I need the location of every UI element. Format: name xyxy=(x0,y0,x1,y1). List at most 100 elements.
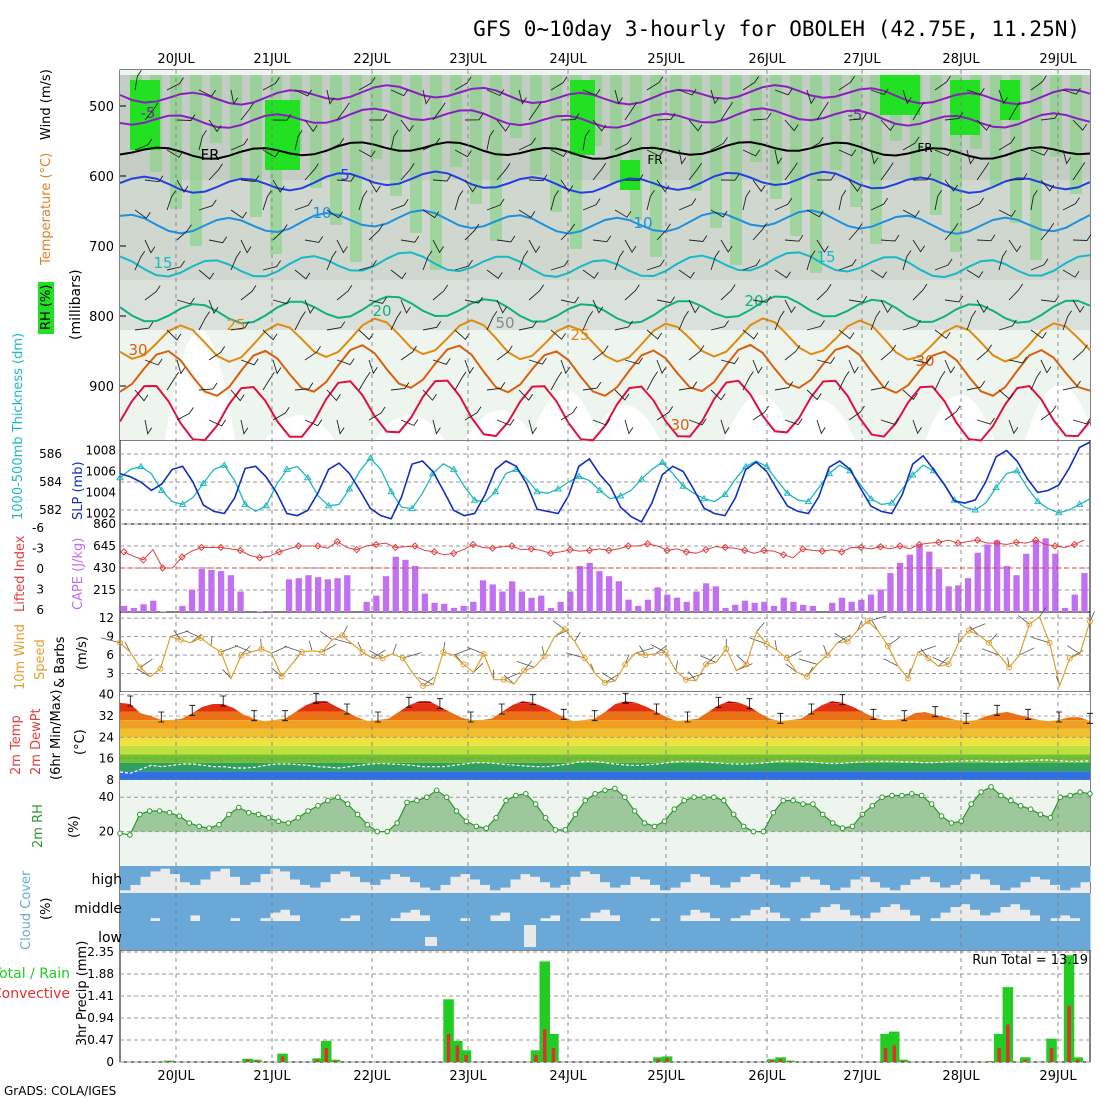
wind10-point xyxy=(137,664,144,671)
temp-minmax-bar xyxy=(313,692,320,704)
cloud-cell-high xyxy=(780,866,791,888)
wind10-tick-label: 6 xyxy=(106,648,114,662)
wind-barb xyxy=(582,310,594,331)
cape-bar xyxy=(421,593,428,612)
wind-barb xyxy=(912,173,932,181)
thickness-point xyxy=(303,473,312,481)
chart-title: GFS 0~10day 3-hourly for OBOLEH (42.75E,… xyxy=(473,17,1080,41)
wind-barb xyxy=(1030,370,1042,391)
precip-total-bar xyxy=(1002,987,1014,1062)
cloud-cell-high xyxy=(610,866,621,888)
contour-label: FR xyxy=(200,146,219,164)
precip-convective-bar xyxy=(997,1048,1001,1062)
cloud-cell-low xyxy=(510,921,521,950)
lifted-point xyxy=(139,556,147,564)
cape-bar xyxy=(790,601,797,612)
temp-minmax-bar xyxy=(715,696,722,708)
wind-barb xyxy=(198,382,218,391)
wind10-point xyxy=(298,649,305,655)
cape-bar xyxy=(499,591,506,612)
rh2m-point xyxy=(631,808,638,814)
wind-barb xyxy=(624,357,643,365)
lifted-point xyxy=(954,539,962,547)
wind-barb xyxy=(592,119,607,132)
wind-barb xyxy=(944,359,956,374)
thickness-point xyxy=(387,487,396,495)
rh2m-point xyxy=(790,797,796,804)
cloud-cell-high xyxy=(300,866,311,885)
thickness-point xyxy=(971,506,980,513)
wind-barb xyxy=(806,209,824,218)
rh2m-point xyxy=(532,801,539,807)
cape-bar xyxy=(256,611,264,612)
cloud-cell-middle xyxy=(870,893,881,913)
wind-barb xyxy=(1062,87,1081,95)
cloud-cell-high xyxy=(630,866,641,877)
wind-barb xyxy=(550,76,568,91)
cloud-cell-middle xyxy=(1000,893,1011,907)
wind-barb xyxy=(294,89,313,97)
pressure-tick-label: 500 xyxy=(89,100,114,115)
cloud-cell-high xyxy=(520,866,531,875)
cape-bar xyxy=(315,577,322,612)
cloud-cell-middle xyxy=(680,893,691,916)
rh2m-point xyxy=(711,794,717,801)
cape-tick-label: 860 xyxy=(93,517,116,531)
cape-bar xyxy=(334,578,341,612)
wind10-label: Speed xyxy=(33,639,48,680)
wind-barb xyxy=(390,269,407,280)
cloud-cell-low xyxy=(990,921,1001,950)
wind10-point xyxy=(177,636,184,643)
cloud-level-label: middle xyxy=(74,901,122,917)
lifted-point xyxy=(818,547,826,555)
precip-total-bar xyxy=(993,1033,1005,1062)
wind-barb xyxy=(870,381,890,391)
wind-barb xyxy=(592,345,609,361)
cape-bar xyxy=(305,575,312,612)
cape-bar xyxy=(140,604,147,612)
wind-barb xyxy=(1072,162,1086,181)
rh2m-point xyxy=(344,801,351,807)
wind-barb xyxy=(902,209,920,218)
wind-barb xyxy=(784,418,803,426)
cloud-cell-low xyxy=(750,921,761,950)
wind-barb xyxy=(560,296,580,304)
contour-label-extra: FR xyxy=(647,153,662,167)
lifted-point xyxy=(721,543,729,552)
cloud-cell-middle xyxy=(1050,893,1061,919)
wind10-barb xyxy=(749,637,767,645)
day-label-bottom: 29JUL xyxy=(1039,1069,1077,1084)
cloud-cell-middle xyxy=(580,893,591,919)
wind-barb xyxy=(614,209,632,218)
wind10-barb xyxy=(170,630,189,637)
temperature-isoline xyxy=(119,295,1091,325)
rh2m-point xyxy=(433,787,440,794)
day-label-top: 22JUL xyxy=(353,52,391,67)
wind10-point xyxy=(440,649,447,655)
rh2m-point xyxy=(671,806,678,813)
wind-barb xyxy=(454,371,467,391)
rh2m-point xyxy=(701,794,707,801)
cloud-cell-middle xyxy=(1040,893,1051,921)
rh2m-point xyxy=(750,828,757,835)
rh2m-point xyxy=(117,830,123,837)
wind-barb xyxy=(934,75,951,91)
precip-total-bar xyxy=(1020,1057,1031,1062)
rh2m-point xyxy=(542,815,549,821)
cloud-cell-middle xyxy=(1030,893,1041,916)
wind10-barb xyxy=(920,648,929,659)
contour-label: 10 xyxy=(312,204,331,222)
precip-convective-bar xyxy=(1006,1024,1010,1062)
wind10-tick-label: 3 xyxy=(106,667,114,681)
rh2m-point xyxy=(186,820,193,826)
lifted-point xyxy=(197,543,206,552)
wind-barb xyxy=(646,190,655,211)
thickness-tick-label: 584 xyxy=(39,475,62,489)
cloud-cell-low xyxy=(1020,921,1031,950)
cloud-cell-low xyxy=(790,921,801,950)
precip-total-bar xyxy=(880,1033,891,1062)
cloud-cell-middle xyxy=(180,893,191,921)
wind-barb xyxy=(134,69,142,91)
rh-green-streak xyxy=(450,75,462,167)
cloud-cell-middle xyxy=(710,893,721,919)
